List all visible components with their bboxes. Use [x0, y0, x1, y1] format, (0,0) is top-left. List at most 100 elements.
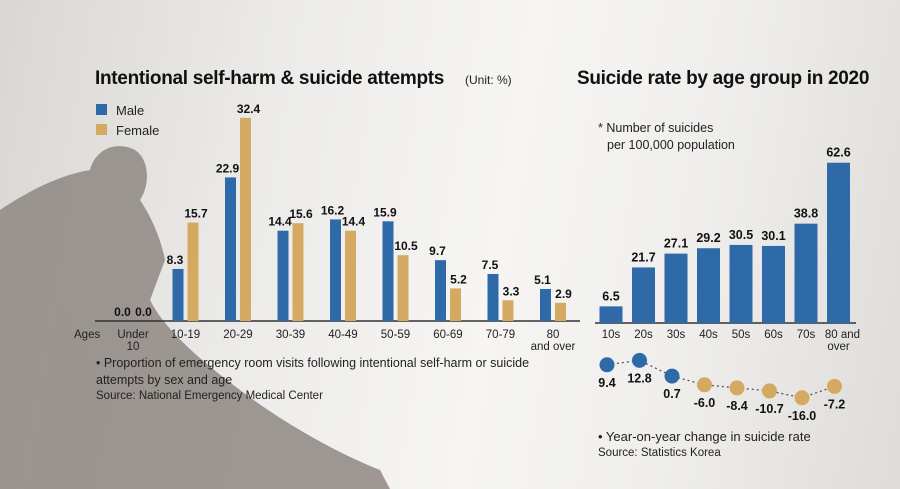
- data-label: 0.0: [114, 305, 131, 319]
- right-chart-title: Suicide rate by age group in 2020: [577, 68, 870, 89]
- bar-male: [435, 260, 446, 321]
- x-tick-label: 10-19: [171, 329, 200, 341]
- data-label: 29.2: [696, 231, 720, 245]
- bar-male: [277, 230, 289, 321]
- bar-male: [225, 177, 236, 321]
- bar-female: [292, 223, 304, 321]
- data-label: 38.8: [794, 207, 818, 221]
- right-note: * Number of suicides per 100,000 populat…: [598, 120, 735, 154]
- data-label: 9.7: [429, 244, 446, 258]
- change-label: 9.4: [598, 376, 615, 390]
- data-label: 30.1: [761, 229, 785, 243]
- x-tick-label: 20-29: [223, 329, 252, 341]
- legend-label-female: Female: [116, 123, 159, 138]
- change-point: [794, 390, 810, 406]
- change-point: [697, 377, 712, 393]
- bar-female: [240, 117, 251, 322]
- change-point: [729, 380, 745, 396]
- data-label: 6.5: [602, 289, 619, 303]
- data-label: 14.4: [342, 215, 366, 229]
- bar-male: [172, 268, 184, 321]
- bar-suicide-rate: [827, 162, 850, 323]
- x-tick-label: 30s: [667, 329, 686, 341]
- bar-suicide-rate: [632, 267, 655, 323]
- bar-female: [450, 288, 461, 321]
- left-source: Source: National Emergency Medical Cente…: [96, 390, 323, 402]
- bar-male: [382, 221, 394, 321]
- data-label: 15.9: [373, 205, 397, 219]
- change-point: [664, 368, 680, 384]
- left-note: • Proportion of emergency room visits fo…: [96, 356, 530, 387]
- bar-female: [345, 230, 356, 321]
- x-tick-label: 20s: [634, 329, 653, 341]
- x-tick-label: 50s: [732, 329, 751, 341]
- x-tick-label: 40-49: [328, 329, 357, 341]
- data-label: 22.9: [216, 161, 240, 175]
- right-source: Source: Statistics Korea: [598, 447, 721, 459]
- data-label: 2.9: [555, 287, 572, 301]
- change-point: [632, 352, 647, 368]
- legend-label-male: Male: [116, 103, 144, 118]
- data-label: 10.5: [394, 239, 418, 253]
- x-tick-label: 50-59: [381, 329, 410, 341]
- right-note-line2: per 100,000 population: [607, 138, 735, 152]
- left-chart-unit: (Unit: %): [465, 73, 512, 87]
- data-label: 0.0: [135, 305, 152, 319]
- bar-female: [187, 222, 199, 321]
- bar-suicide-rate: [599, 306, 623, 323]
- bar-female: [502, 300, 514, 321]
- x-tick-label: 70s: [797, 329, 816, 341]
- bar-female: [555, 302, 566, 321]
- change-label: -16.0: [788, 409, 817, 423]
- bar-male: [540, 289, 551, 321]
- data-label: 7.5: [482, 258, 499, 272]
- bar-suicide-rate: [729, 244, 753, 323]
- data-label: 21.7: [631, 250, 655, 264]
- data-label: 14.4: [268, 215, 292, 229]
- x-tick-label: over: [827, 341, 850, 353]
- legend-swatch-male: [96, 104, 107, 115]
- change-point: [762, 383, 777, 399]
- data-label: 8.3: [167, 253, 184, 267]
- x-tick-label: 30-39: [276, 329, 305, 341]
- data-label: 62.6: [826, 146, 850, 160]
- bar-male: [330, 219, 341, 321]
- x-tick-label: 60s: [764, 329, 783, 341]
- x-tick-label: 60-69: [433, 329, 462, 341]
- data-label: 30.5: [729, 228, 753, 242]
- bar-suicide-rate: [794, 223, 818, 323]
- bar-suicide-rate: [762, 245, 785, 323]
- data-label: 32.4: [237, 102, 261, 116]
- bar-female: [397, 255, 409, 321]
- right-note-line1: * Number of suicides: [598, 121, 714, 135]
- data-label: 15.6: [289, 207, 313, 221]
- change-label: 12.8: [627, 371, 651, 385]
- change-point: [599, 357, 615, 373]
- data-label: 5.1: [534, 273, 551, 287]
- bar-suicide-rate: [664, 253, 688, 323]
- bar-male: [487, 273, 499, 321]
- x-tick-label: 70-79: [486, 329, 515, 341]
- data-label: 27.1: [664, 237, 688, 251]
- x-tick-label: 40s: [699, 329, 718, 341]
- x-axis-label: Ages: [74, 329, 100, 341]
- legend-swatch-female: [96, 124, 107, 135]
- change-point: [827, 378, 842, 394]
- change-label: 0.7: [663, 387, 680, 401]
- left-chart-title: Intentional self-harm & suicide attempts: [95, 68, 445, 89]
- data-label: 5.2: [450, 272, 467, 286]
- x-tick-label: 80: [547, 329, 560, 341]
- x-tick-label: 10: [127, 341, 140, 353]
- x-tick-label: 80 and: [825, 329, 860, 341]
- change-note: • Year-on-year change in suicide rate: [598, 429, 811, 444]
- x-tick-label: Under: [117, 329, 148, 341]
- x-tick-label: and over: [531, 341, 576, 353]
- change-label: -6.0: [694, 396, 716, 410]
- data-label: 15.7: [184, 207, 208, 221]
- change-label: -10.7: [755, 402, 784, 416]
- x-tick-label: 10s: [602, 329, 621, 341]
- data-label: 3.3: [503, 284, 520, 298]
- change-label: -7.2: [824, 397, 846, 411]
